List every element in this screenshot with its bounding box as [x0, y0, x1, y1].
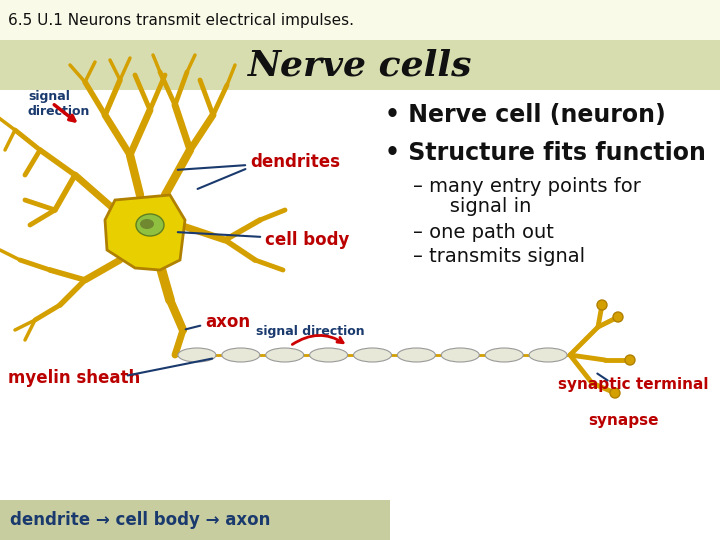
Text: signal in: signal in: [431, 198, 531, 217]
Ellipse shape: [136, 214, 164, 236]
Text: Nerve cells: Nerve cells: [248, 48, 472, 82]
Ellipse shape: [441, 348, 480, 362]
Text: dendrites: dendrites: [250, 153, 340, 171]
Ellipse shape: [140, 219, 154, 229]
Bar: [0, 40, 720, 90]
Polygon shape: [105, 195, 185, 270]
Circle shape: [610, 388, 620, 398]
Bar: [0, 500, 390, 540]
Text: myelin sheath: myelin sheath: [8, 369, 140, 387]
Text: synaptic terminal: synaptic terminal: [558, 377, 708, 393]
Text: signal
direction: signal direction: [28, 90, 91, 118]
Bar: [390, 500, 720, 540]
Text: synapse: synapse: [588, 413, 659, 428]
Bar: [0, 0, 720, 40]
Text: – many entry points for: – many entry points for: [413, 178, 641, 197]
Ellipse shape: [310, 348, 348, 362]
Ellipse shape: [266, 348, 304, 362]
Ellipse shape: [354, 348, 392, 362]
Text: cell body: cell body: [265, 231, 349, 249]
Circle shape: [625, 355, 635, 365]
Text: dendrite → cell body → axon: dendrite → cell body → axon: [10, 511, 271, 529]
Bar: [0, 90, 720, 500]
Ellipse shape: [397, 348, 436, 362]
Ellipse shape: [222, 348, 260, 362]
Text: axon: axon: [205, 313, 250, 331]
Text: – one path out: – one path out: [413, 222, 554, 241]
Text: signal direction: signal direction: [256, 325, 364, 338]
Ellipse shape: [178, 348, 216, 362]
Circle shape: [613, 312, 623, 322]
Text: • Structure fits function: • Structure fits function: [385, 141, 706, 165]
Circle shape: [597, 300, 607, 310]
Text: • Nerve cell (neuron): • Nerve cell (neuron): [385, 103, 666, 127]
Text: – transmits signal: – transmits signal: [413, 246, 585, 266]
Ellipse shape: [485, 348, 523, 362]
Text: 6.5 U.1 Neurons transmit electrical impulses.: 6.5 U.1 Neurons transmit electrical impu…: [8, 12, 354, 28]
Ellipse shape: [529, 348, 567, 362]
